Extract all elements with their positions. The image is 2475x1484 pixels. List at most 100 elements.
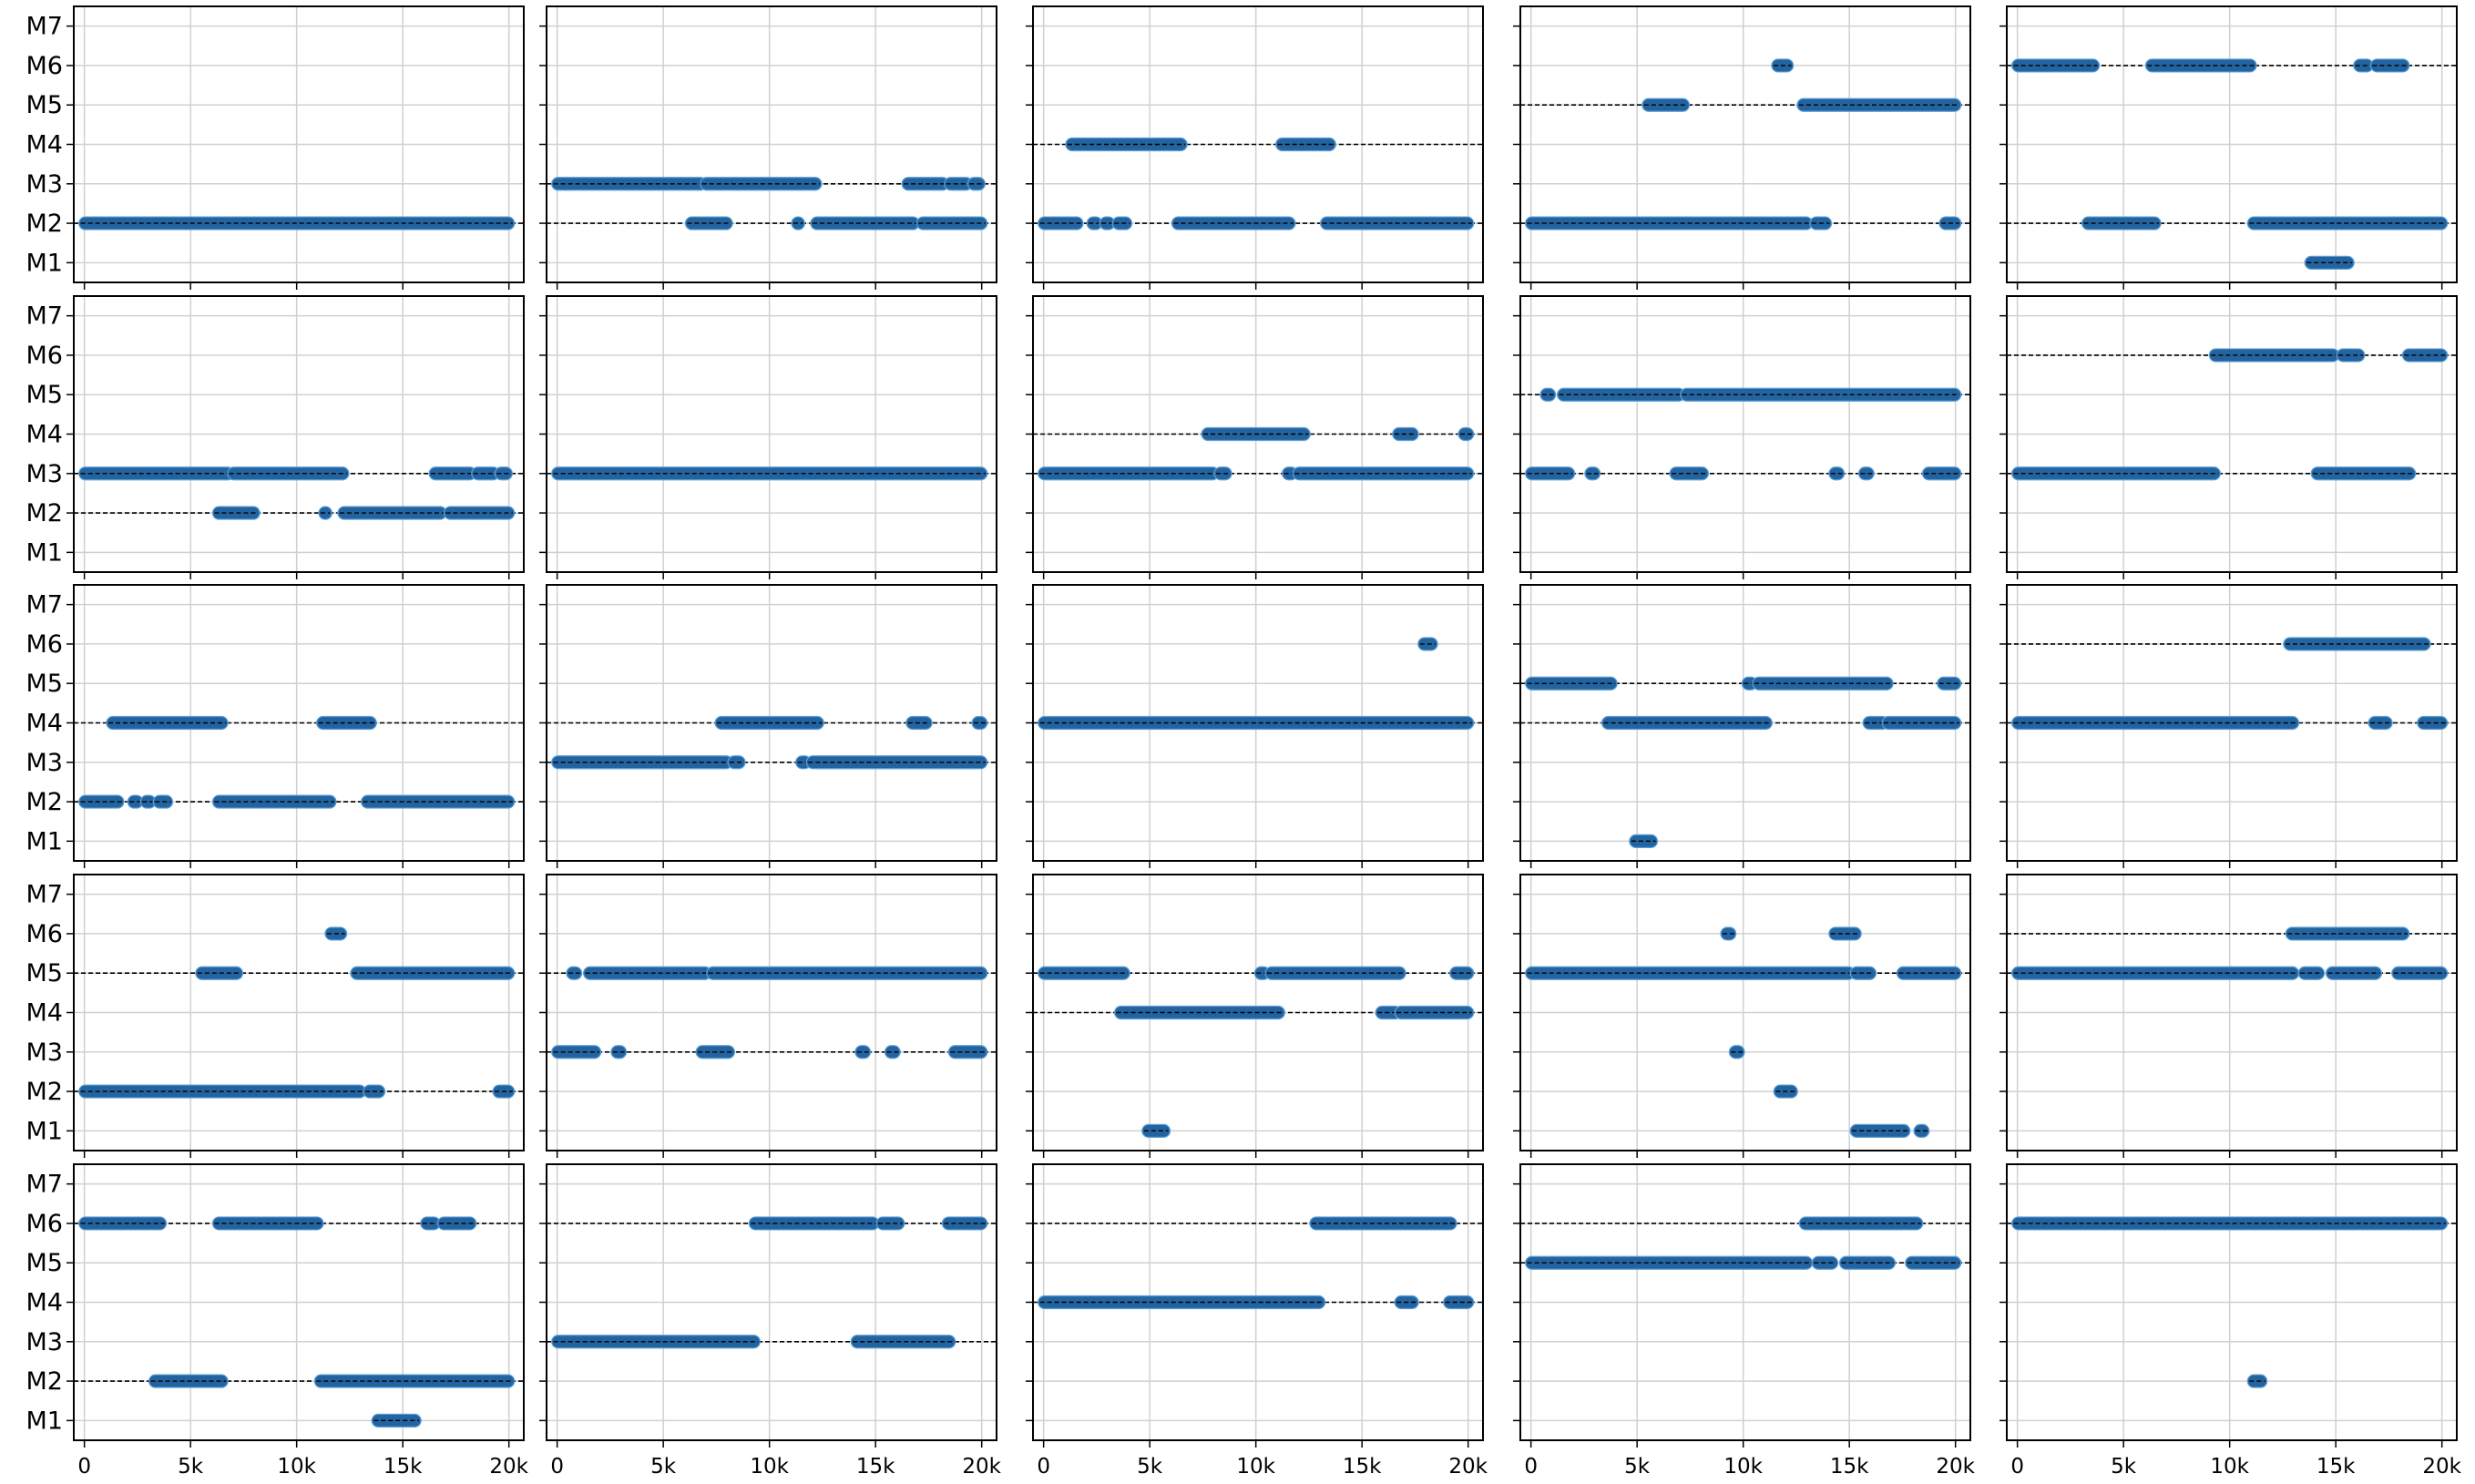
data-run-M3 [850,1335,956,1349]
y-tick-label: M4 [26,131,63,159]
panel-r2-c1: M1 M2 M3 M4 M5 M6 M7 [26,295,525,579]
data-run-M3 [1857,466,1875,481]
data-run-M6 [2011,1216,2449,1231]
x-tick-label: 0 [77,1455,91,1479]
data-run-M3 [1584,466,1601,481]
y-tick-label: M6 [26,630,63,659]
data-run-M6 [875,1216,905,1231]
x-tick-label: 5k [1624,1455,1651,1479]
x-tick-label: 0 [1037,1455,1050,1479]
y-tick-label: M2 [26,1367,63,1396]
y-tick-label: M1 [26,249,63,277]
x-tick-label: 5k [2111,1455,2137,1479]
panel-r3-c5 [1999,584,2458,868]
panel-r5-c3: 0 5k 10k 15k 20k [1026,1163,1488,1479]
data-run-M3 [1213,466,1232,481]
y-tick-label: M1 [26,538,63,567]
y-tick-label: M3 [26,749,63,777]
y-tick-label: M6 [26,342,63,370]
x-tick-label: 5k [650,1455,677,1479]
data-run-M1 [1629,834,1659,848]
panel-r1-c3 [1026,5,1484,290]
x-tick-label: 20k [489,1455,528,1479]
data-run-M3 [1728,1045,1745,1059]
data-run-M4 [1038,715,1475,731]
y-tick-label: M3 [26,460,63,488]
y-tick-label: M7 [26,591,63,619]
x-tick-label: 10k [1236,1455,1275,1479]
y-tick-label: M3 [26,170,63,199]
data-run-M1 [1141,1123,1171,1138]
x-tick-label: 15k [1343,1455,1382,1479]
panel-r1-c5 [1999,5,2458,290]
y-tick-label: M5 [26,381,63,409]
x-tick-label: 0 [1524,1455,1538,1479]
x-tick-label: 5k [1137,1455,1163,1479]
y-tick-label: M3 [26,1328,63,1356]
y-tick-label: M7 [26,302,63,331]
panel-r5-c4: 0 5k 10k 15k 20k [1513,1163,1976,1479]
y-tick-label: M4 [26,421,63,449]
data-run-M5 [566,966,583,980]
y-tick-label: M2 [26,499,63,527]
data-run-M5 [1680,387,1962,402]
data-run-M3 [854,1045,872,1059]
data-run-M4 [1443,1295,1475,1310]
x-tick-label: 0 [550,1455,564,1479]
data-run-M5 [1641,97,1691,112]
data-run-M5 [706,966,988,980]
panel-r2-c5 [1999,295,2458,579]
panel-r2-c2 [539,295,997,579]
panel-r1-c2 [539,5,997,290]
y-tick-label: M7 [26,13,63,41]
data-run-M2 [791,216,805,230]
data-run-M6 [1720,926,1737,941]
x-tick-label: 10k [750,1455,789,1479]
panel-r4-c2 [539,874,997,1158]
data-run-M6 [1309,1216,1457,1231]
y-tick-label: M1 [26,827,63,855]
data-run-M3 [727,755,746,770]
data-run-M2 [1038,216,1084,230]
panel-r3-c1: M1 M2 M3 M4 M5 M6 M7 [26,584,525,868]
y-tick-label: M1 [26,1407,63,1435]
y-tick-label: M6 [26,920,63,948]
data-run-M6 [2283,637,2431,651]
panel-r5-c2: 0 5k 10k 15k 20k [539,1163,1002,1479]
x-tick-label: 15k [384,1455,423,1479]
panel-r5-c5: 0 5k 10k 15k 20k [1999,1163,2462,1479]
x-tick-label: 10k [2210,1455,2249,1479]
data-run-M5 [350,966,516,980]
data-run-M3 [1828,466,1846,481]
data-run-M2 [78,794,125,809]
x-tick-label: 10k [277,1455,316,1479]
data-run-M3 [2310,466,2417,481]
x-tick-label: 20k [1448,1455,1488,1479]
x-tick-label: 15k [856,1455,895,1479]
x-tick-label: 10k [1723,1455,1763,1479]
y-tick-label: M6 [26,52,63,80]
data-run-M4 [1275,137,1336,152]
y-tick-label: M4 [26,710,63,738]
data-run-M4 [1457,426,1475,442]
x-tick-label: 5k [178,1455,204,1479]
data-run-M1 [1913,1123,1930,1138]
data-run-M6 [1828,926,1862,941]
panel-r4-c4 [1513,874,1971,1158]
data-run-M5 [1796,97,1962,112]
data-run-M2 [684,216,733,230]
data-run-M4 [316,715,377,731]
data-run-M4 [971,715,988,731]
data-run-M6 [2011,58,2101,73]
y-tick-label: M6 [26,1210,63,1238]
y-tick-label: M5 [26,1249,63,1277]
x-tick-label: 20k [962,1455,1001,1479]
panel-r3-c3 [1026,584,1484,868]
y-tick-label: M4 [26,1289,63,1317]
data-run-M4 [2417,715,2449,731]
data-run-M3 [610,1045,628,1059]
data-run-M2 [211,506,261,520]
data-run-M3 [884,1045,901,1059]
x-tick-label: 15k [2316,1455,2356,1479]
data-run-M1 [1849,1123,1911,1138]
